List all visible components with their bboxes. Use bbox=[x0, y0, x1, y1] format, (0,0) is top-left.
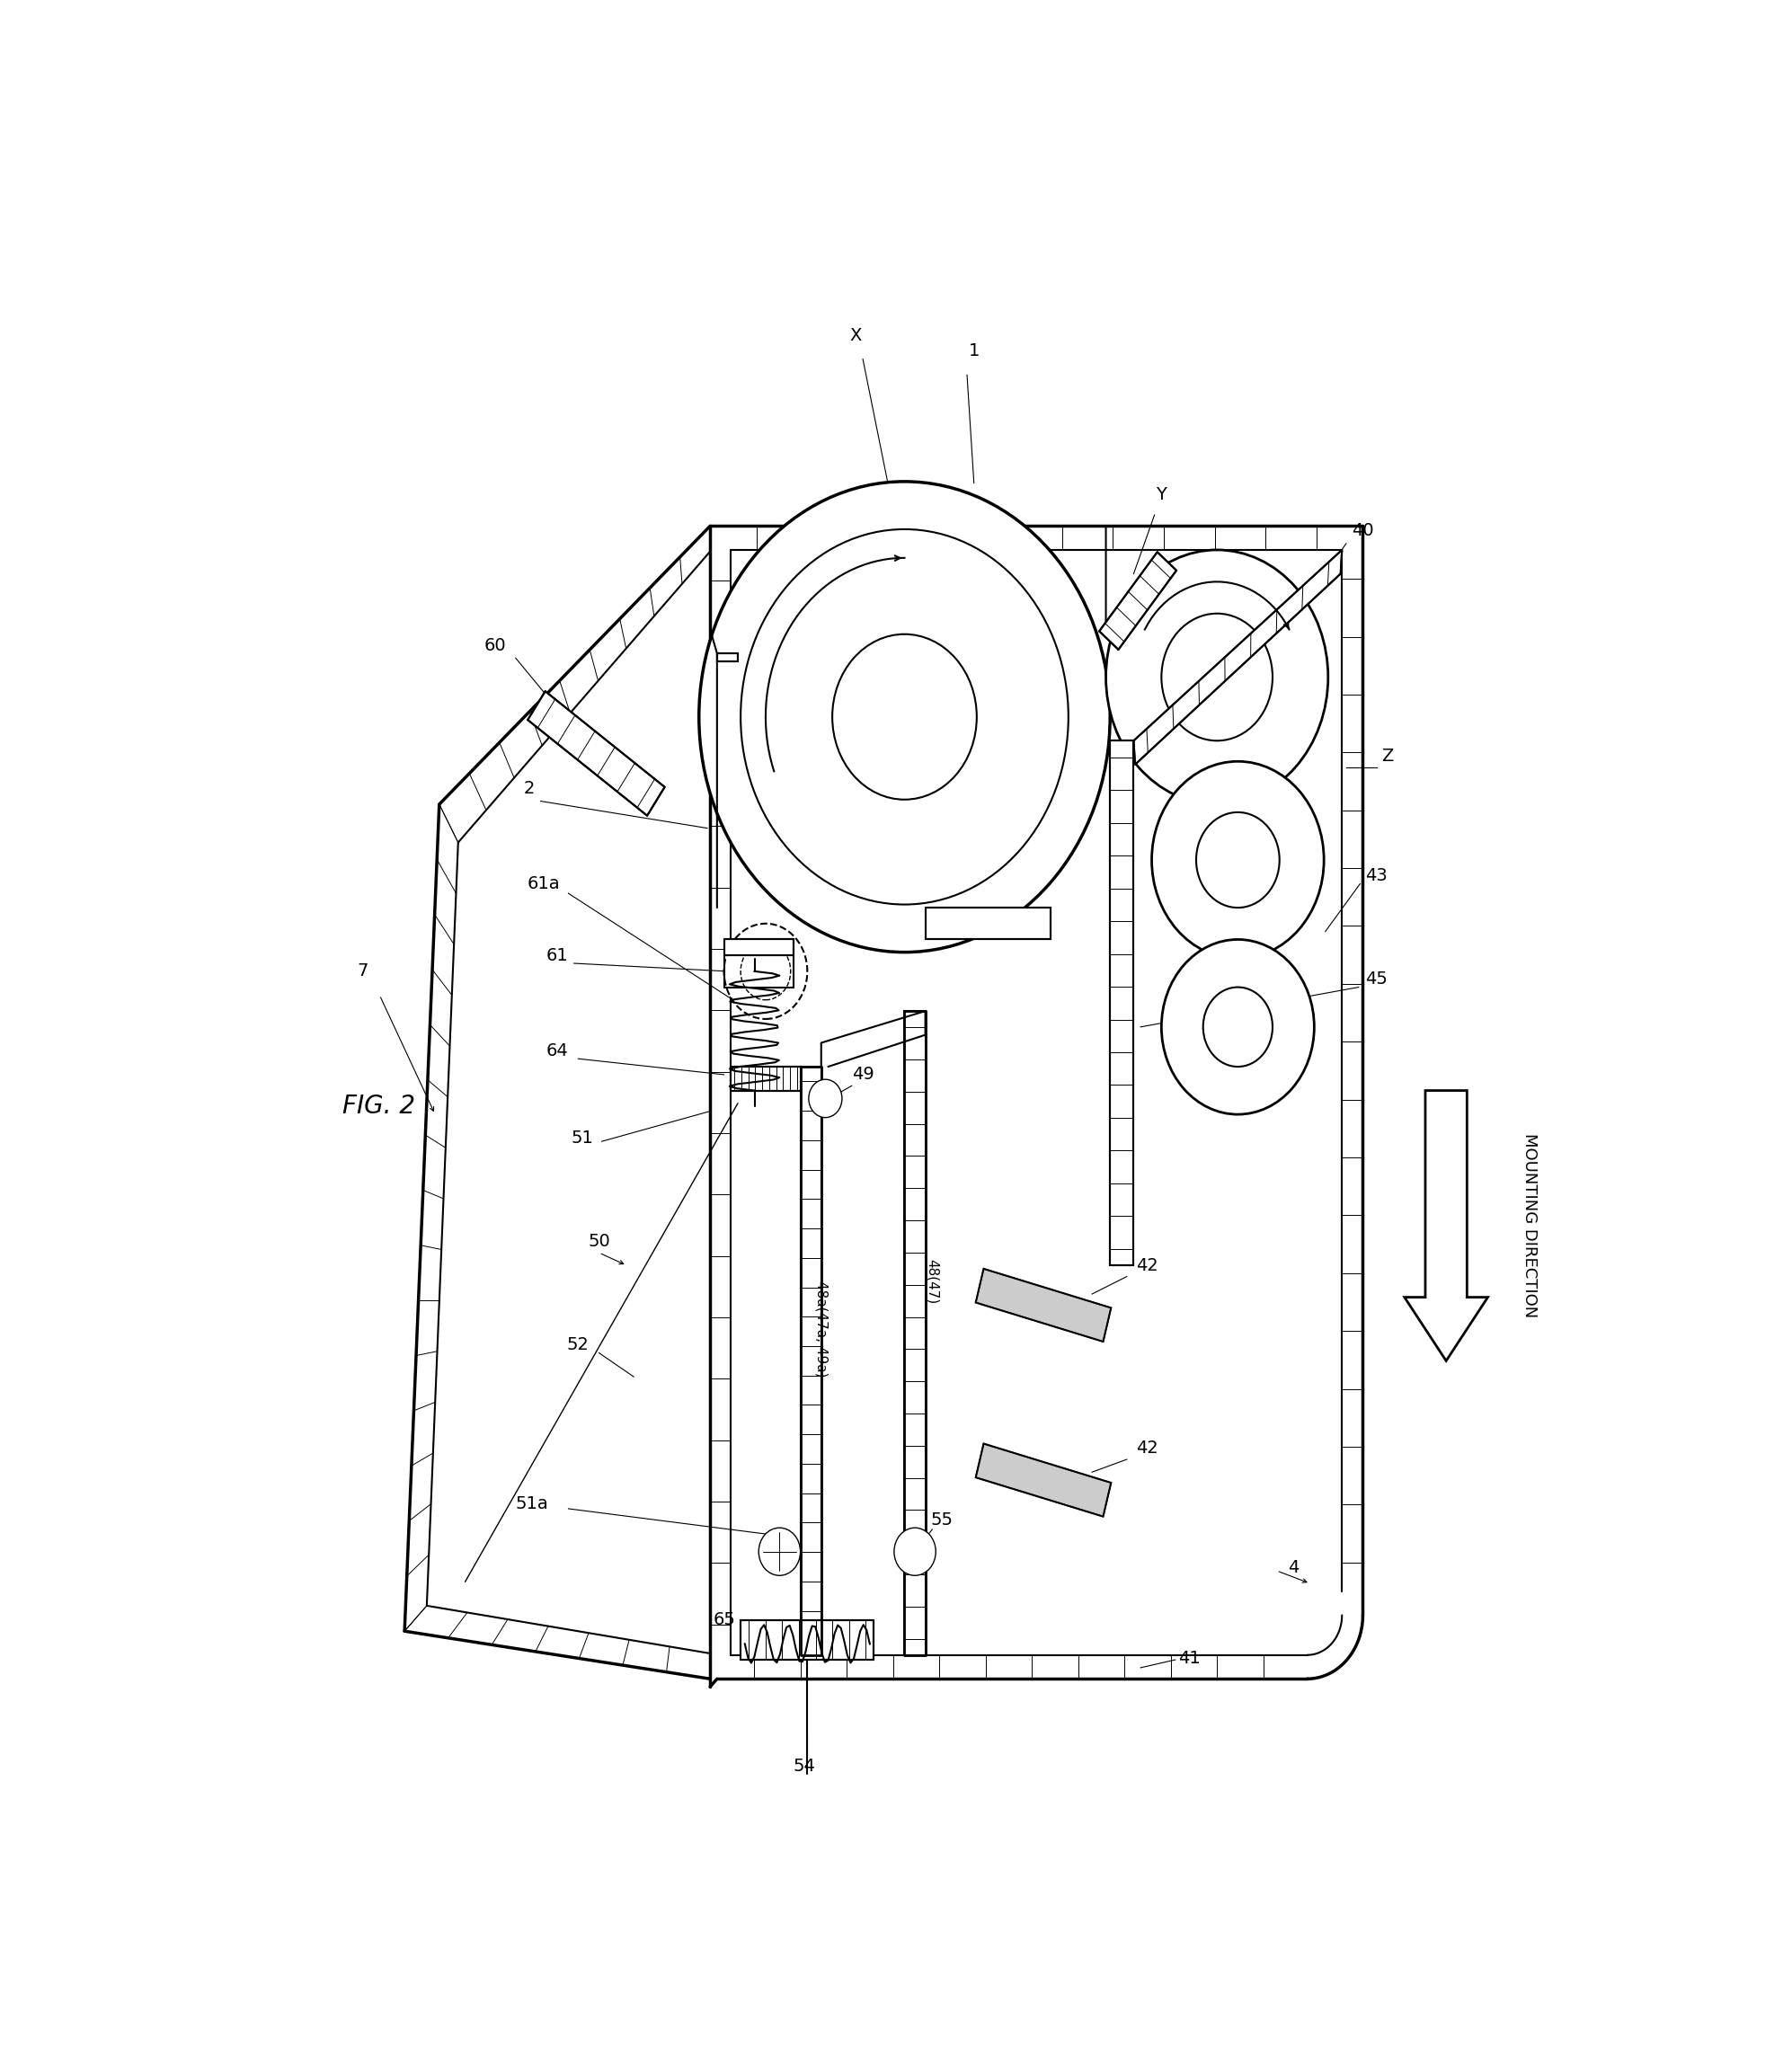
Text: 44: 44 bbox=[1005, 880, 1027, 896]
Text: 2: 2 bbox=[523, 781, 536, 797]
Circle shape bbox=[1161, 940, 1314, 1115]
Text: MOUNTING DIRECTION: MOUNTING DIRECTION bbox=[1521, 1134, 1538, 1317]
Polygon shape bbox=[527, 692, 665, 816]
Text: 60: 60 bbox=[484, 636, 505, 655]
Polygon shape bbox=[1109, 741, 1134, 1266]
Polygon shape bbox=[1134, 549, 1342, 764]
Circle shape bbox=[699, 481, 1109, 952]
Text: 51a: 51a bbox=[516, 1495, 548, 1512]
Polygon shape bbox=[724, 940, 794, 956]
Polygon shape bbox=[925, 909, 1050, 940]
Text: 52: 52 bbox=[566, 1336, 590, 1353]
Polygon shape bbox=[740, 1621, 874, 1660]
Circle shape bbox=[1202, 987, 1272, 1068]
Text: 2a: 2a bbox=[839, 712, 860, 731]
Circle shape bbox=[1161, 613, 1272, 741]
Polygon shape bbox=[731, 1068, 801, 1090]
Polygon shape bbox=[801, 1068, 821, 1654]
Circle shape bbox=[808, 1080, 842, 1117]
Text: 42: 42 bbox=[1136, 1258, 1159, 1274]
Polygon shape bbox=[975, 1268, 1111, 1342]
Text: FIG. 2: FIG. 2 bbox=[342, 1094, 414, 1119]
Polygon shape bbox=[905, 1012, 925, 1654]
Circle shape bbox=[724, 923, 806, 1018]
Text: 48a(47a, 49a): 48a(47a, 49a) bbox=[814, 1280, 828, 1377]
Text: 48(47): 48(47) bbox=[925, 1260, 939, 1303]
Circle shape bbox=[758, 1528, 801, 1576]
Polygon shape bbox=[717, 653, 738, 661]
Text: 43: 43 bbox=[1366, 867, 1387, 884]
Text: Y: Y bbox=[1156, 485, 1167, 502]
Text: 65: 65 bbox=[713, 1611, 735, 1629]
Text: 61: 61 bbox=[547, 948, 568, 964]
Text: 45: 45 bbox=[1366, 971, 1387, 987]
Circle shape bbox=[1106, 549, 1328, 805]
Text: 41: 41 bbox=[1177, 1650, 1201, 1666]
Text: 50: 50 bbox=[588, 1233, 609, 1249]
Text: 1: 1 bbox=[968, 343, 980, 359]
Circle shape bbox=[831, 634, 977, 799]
Circle shape bbox=[894, 1528, 935, 1576]
Text: 61a: 61a bbox=[527, 876, 559, 892]
Circle shape bbox=[740, 942, 790, 999]
Polygon shape bbox=[1405, 1090, 1487, 1361]
Text: 49: 49 bbox=[851, 1066, 874, 1084]
Text: 55: 55 bbox=[930, 1512, 953, 1528]
Circle shape bbox=[1152, 762, 1324, 958]
Text: 51: 51 bbox=[572, 1130, 593, 1146]
Polygon shape bbox=[1098, 551, 1176, 650]
Circle shape bbox=[1195, 812, 1279, 909]
Text: 4: 4 bbox=[1288, 1559, 1299, 1576]
Text: 7: 7 bbox=[357, 962, 369, 979]
Text: X: X bbox=[849, 326, 862, 343]
Text: Z: Z bbox=[1382, 748, 1394, 766]
Text: 54: 54 bbox=[794, 1757, 815, 1774]
Text: 42: 42 bbox=[1136, 1439, 1159, 1456]
Text: 64: 64 bbox=[547, 1043, 568, 1059]
Text: 40: 40 bbox=[1351, 522, 1374, 539]
Circle shape bbox=[740, 529, 1068, 904]
Polygon shape bbox=[975, 1443, 1111, 1516]
